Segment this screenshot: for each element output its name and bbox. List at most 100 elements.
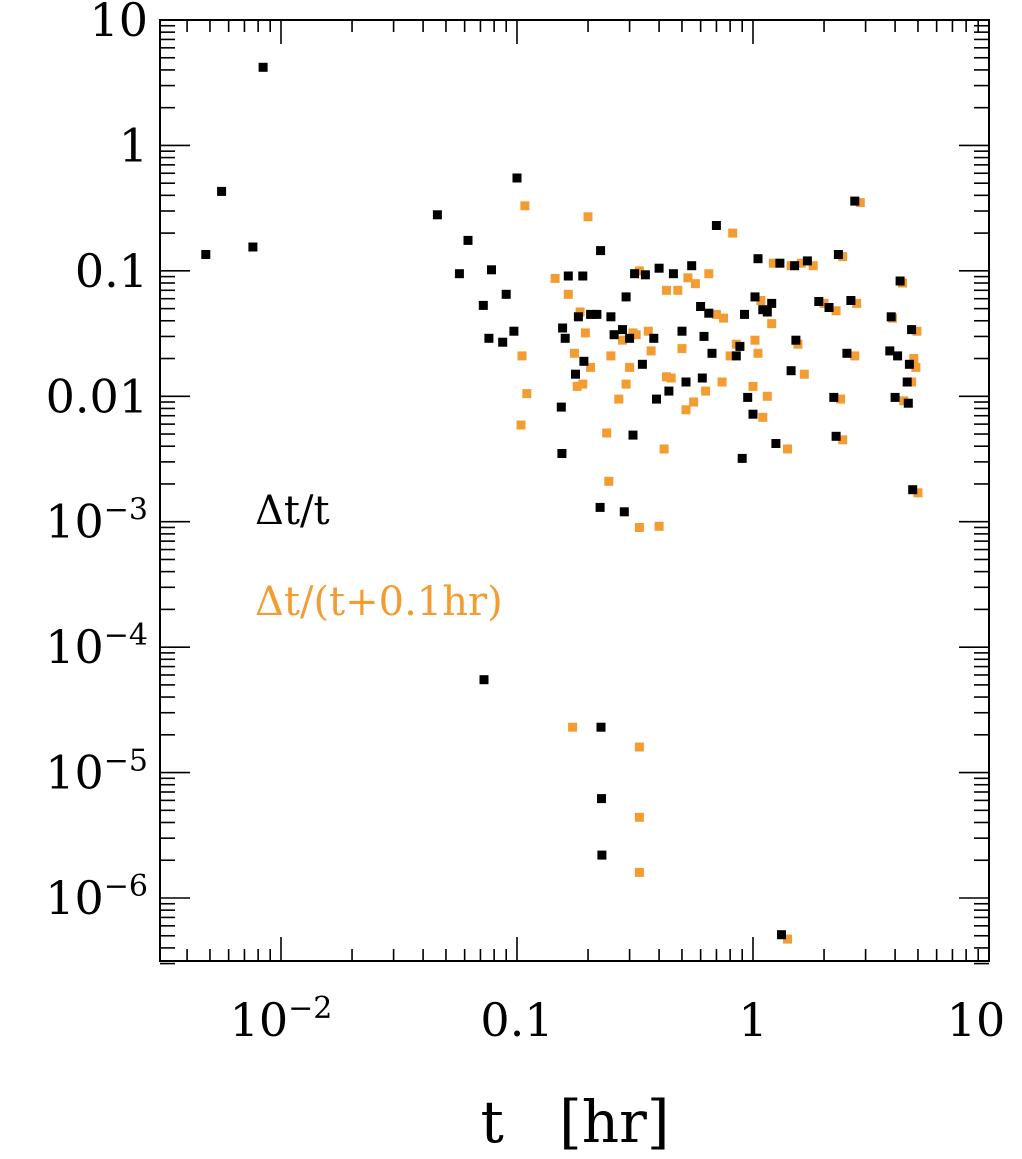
data-point-dt-over-t xyxy=(248,242,258,252)
data-point-dt-over-t xyxy=(640,270,650,280)
data-point-dt-over-t-plus xyxy=(572,381,582,391)
data-point-dt-over-t-plus xyxy=(634,266,644,276)
data-point-dt-over-t-plus xyxy=(911,362,921,372)
data-point-dt-over-t xyxy=(850,196,860,206)
y-tick-label: 0.1 xyxy=(75,244,148,298)
data-point-dt-over-t xyxy=(630,269,640,279)
data-point-dt-over-t xyxy=(478,300,488,310)
data-point-dt-over-t xyxy=(846,296,856,305)
data-point-dt-over-t xyxy=(707,348,717,358)
data-point-dt-over-t xyxy=(571,369,580,379)
legend-entry-dt-over-t: Δt/t xyxy=(255,488,330,534)
data-point-dt-over-t xyxy=(579,356,589,366)
data-point-dt-over-t xyxy=(618,325,627,335)
data-point-dt-over-t xyxy=(597,794,606,804)
data-point-dt-over-t-plus xyxy=(673,285,683,295)
data-point-dt-over-t xyxy=(687,261,697,271)
data-point-dt-over-t-plus xyxy=(701,386,711,396)
data-point-dt-over-t xyxy=(625,333,635,343)
data-point-dt-over-t xyxy=(771,439,781,448)
data-point-dt-over-t-plus xyxy=(580,328,590,338)
data-point-dt-over-t xyxy=(777,930,786,940)
y-tick-label: 1 xyxy=(119,118,148,172)
data-point-dt-over-t xyxy=(258,62,268,72)
data-point-dt-over-t xyxy=(501,289,511,299)
data-point-dt-over-t-plus xyxy=(606,351,616,361)
data-point-dt-over-t-plus xyxy=(522,389,532,399)
data-point-dt-over-t xyxy=(907,325,917,335)
data-point-dt-over-t-plus xyxy=(634,812,644,822)
data-point-dt-over-t-plus xyxy=(621,379,631,389)
data-point-dt-over-t xyxy=(664,386,674,396)
data-point-dt-over-t-plus xyxy=(783,444,792,454)
data-point-dt-over-t xyxy=(512,173,522,183)
data-point-dt-over-t xyxy=(563,271,573,281)
data-point-dt-over-t-plus xyxy=(643,326,653,336)
data-point-dt-over-t-plus xyxy=(586,362,596,372)
data-point-dt-over-t xyxy=(902,377,912,387)
data-point-dt-over-t-plus xyxy=(725,351,735,361)
data-point-dt-over-t xyxy=(560,333,570,343)
data-point-dt-over-t xyxy=(750,292,760,302)
data-point-dt-over-t-plus xyxy=(719,313,728,323)
data-point-dt-over-t xyxy=(649,333,659,343)
data-point-dt-over-t-plus xyxy=(625,362,635,372)
data-point-dt-over-t-plus xyxy=(634,867,644,877)
data-point-dt-over-t xyxy=(619,507,629,517)
data-point-dt-over-t xyxy=(621,292,631,302)
data-point-dt-over-t xyxy=(885,346,895,356)
data-point-dt-over-t-plus xyxy=(768,258,778,268)
data-point-dt-over-t-plus xyxy=(912,326,922,336)
data-point-dt-over-t xyxy=(606,312,616,322)
data-point-dt-over-t xyxy=(904,359,914,369)
data-point-dt-over-t xyxy=(484,333,494,343)
data-point-dt-over-t-plus xyxy=(855,198,865,208)
data-point-dt-over-t xyxy=(217,186,227,196)
data-point-dt-over-t-plus xyxy=(614,394,624,404)
data-point-dt-over-t xyxy=(201,250,211,259)
data-point-dt-over-t-plus xyxy=(728,228,738,238)
data-point-dt-over-t-plus xyxy=(748,381,758,391)
data-point-dt-over-t-plus xyxy=(516,420,526,430)
data-point-dt-over-t xyxy=(824,303,834,312)
data-point-dt-over-t xyxy=(509,326,519,336)
data-point-dt-over-t-plus xyxy=(704,269,714,279)
data-point-dt-over-t-plus xyxy=(750,335,760,345)
data-point-dt-over-t-plus xyxy=(799,369,809,379)
data-point-dt-over-t-plus xyxy=(604,476,614,486)
data-point-dt-over-t-plus xyxy=(783,934,792,944)
data-point-dt-over-t-plus xyxy=(517,351,527,361)
data-point-dt-over-t xyxy=(737,453,747,463)
data-point-dt-over-t xyxy=(743,392,753,402)
data-point-dt-over-t-plus xyxy=(683,273,693,283)
data-point-dt-over-t-plus xyxy=(666,373,676,383)
data-point-dt-over-t xyxy=(753,254,763,264)
data-point-dt-over-t-plus xyxy=(796,258,806,268)
data-point-dt-over-t xyxy=(681,377,691,387)
plot-frame xyxy=(159,19,990,962)
data-point-dt-over-t-plus xyxy=(631,330,641,340)
data-point-dt-over-t-plus xyxy=(634,523,644,532)
data-point-dt-over-t-plus xyxy=(838,435,848,445)
data-point-dt-over-t xyxy=(596,246,606,256)
data-points xyxy=(201,62,923,944)
data-point-dt-over-t xyxy=(802,256,812,266)
data-point-dt-over-t-plus xyxy=(662,372,671,382)
y-tick-label: 10 xyxy=(89,0,148,47)
data-point-dt-over-t xyxy=(652,394,661,404)
data-point-dt-over-t xyxy=(586,309,596,319)
data-point-dt-over-t xyxy=(592,309,602,319)
data-point-dt-over-t xyxy=(654,263,664,273)
data-point-dt-over-t xyxy=(895,276,905,286)
data-point-dt-over-t xyxy=(578,271,588,281)
data-point-dt-over-t-plus xyxy=(831,306,841,316)
y-tick-label: 10−5 xyxy=(45,744,148,800)
data-point-dt-over-t xyxy=(833,250,843,259)
data-point-dt-over-t-plus xyxy=(578,379,588,389)
legend-entry-dt-over-t-plus: Δt/(t+0.1hr) xyxy=(255,579,503,625)
data-point-dt-over-t xyxy=(479,675,489,685)
data-point-dt-over-t-plus xyxy=(563,289,573,299)
data-point-dt-over-t xyxy=(696,302,706,311)
data-point-dt-over-t-plus xyxy=(852,298,862,308)
